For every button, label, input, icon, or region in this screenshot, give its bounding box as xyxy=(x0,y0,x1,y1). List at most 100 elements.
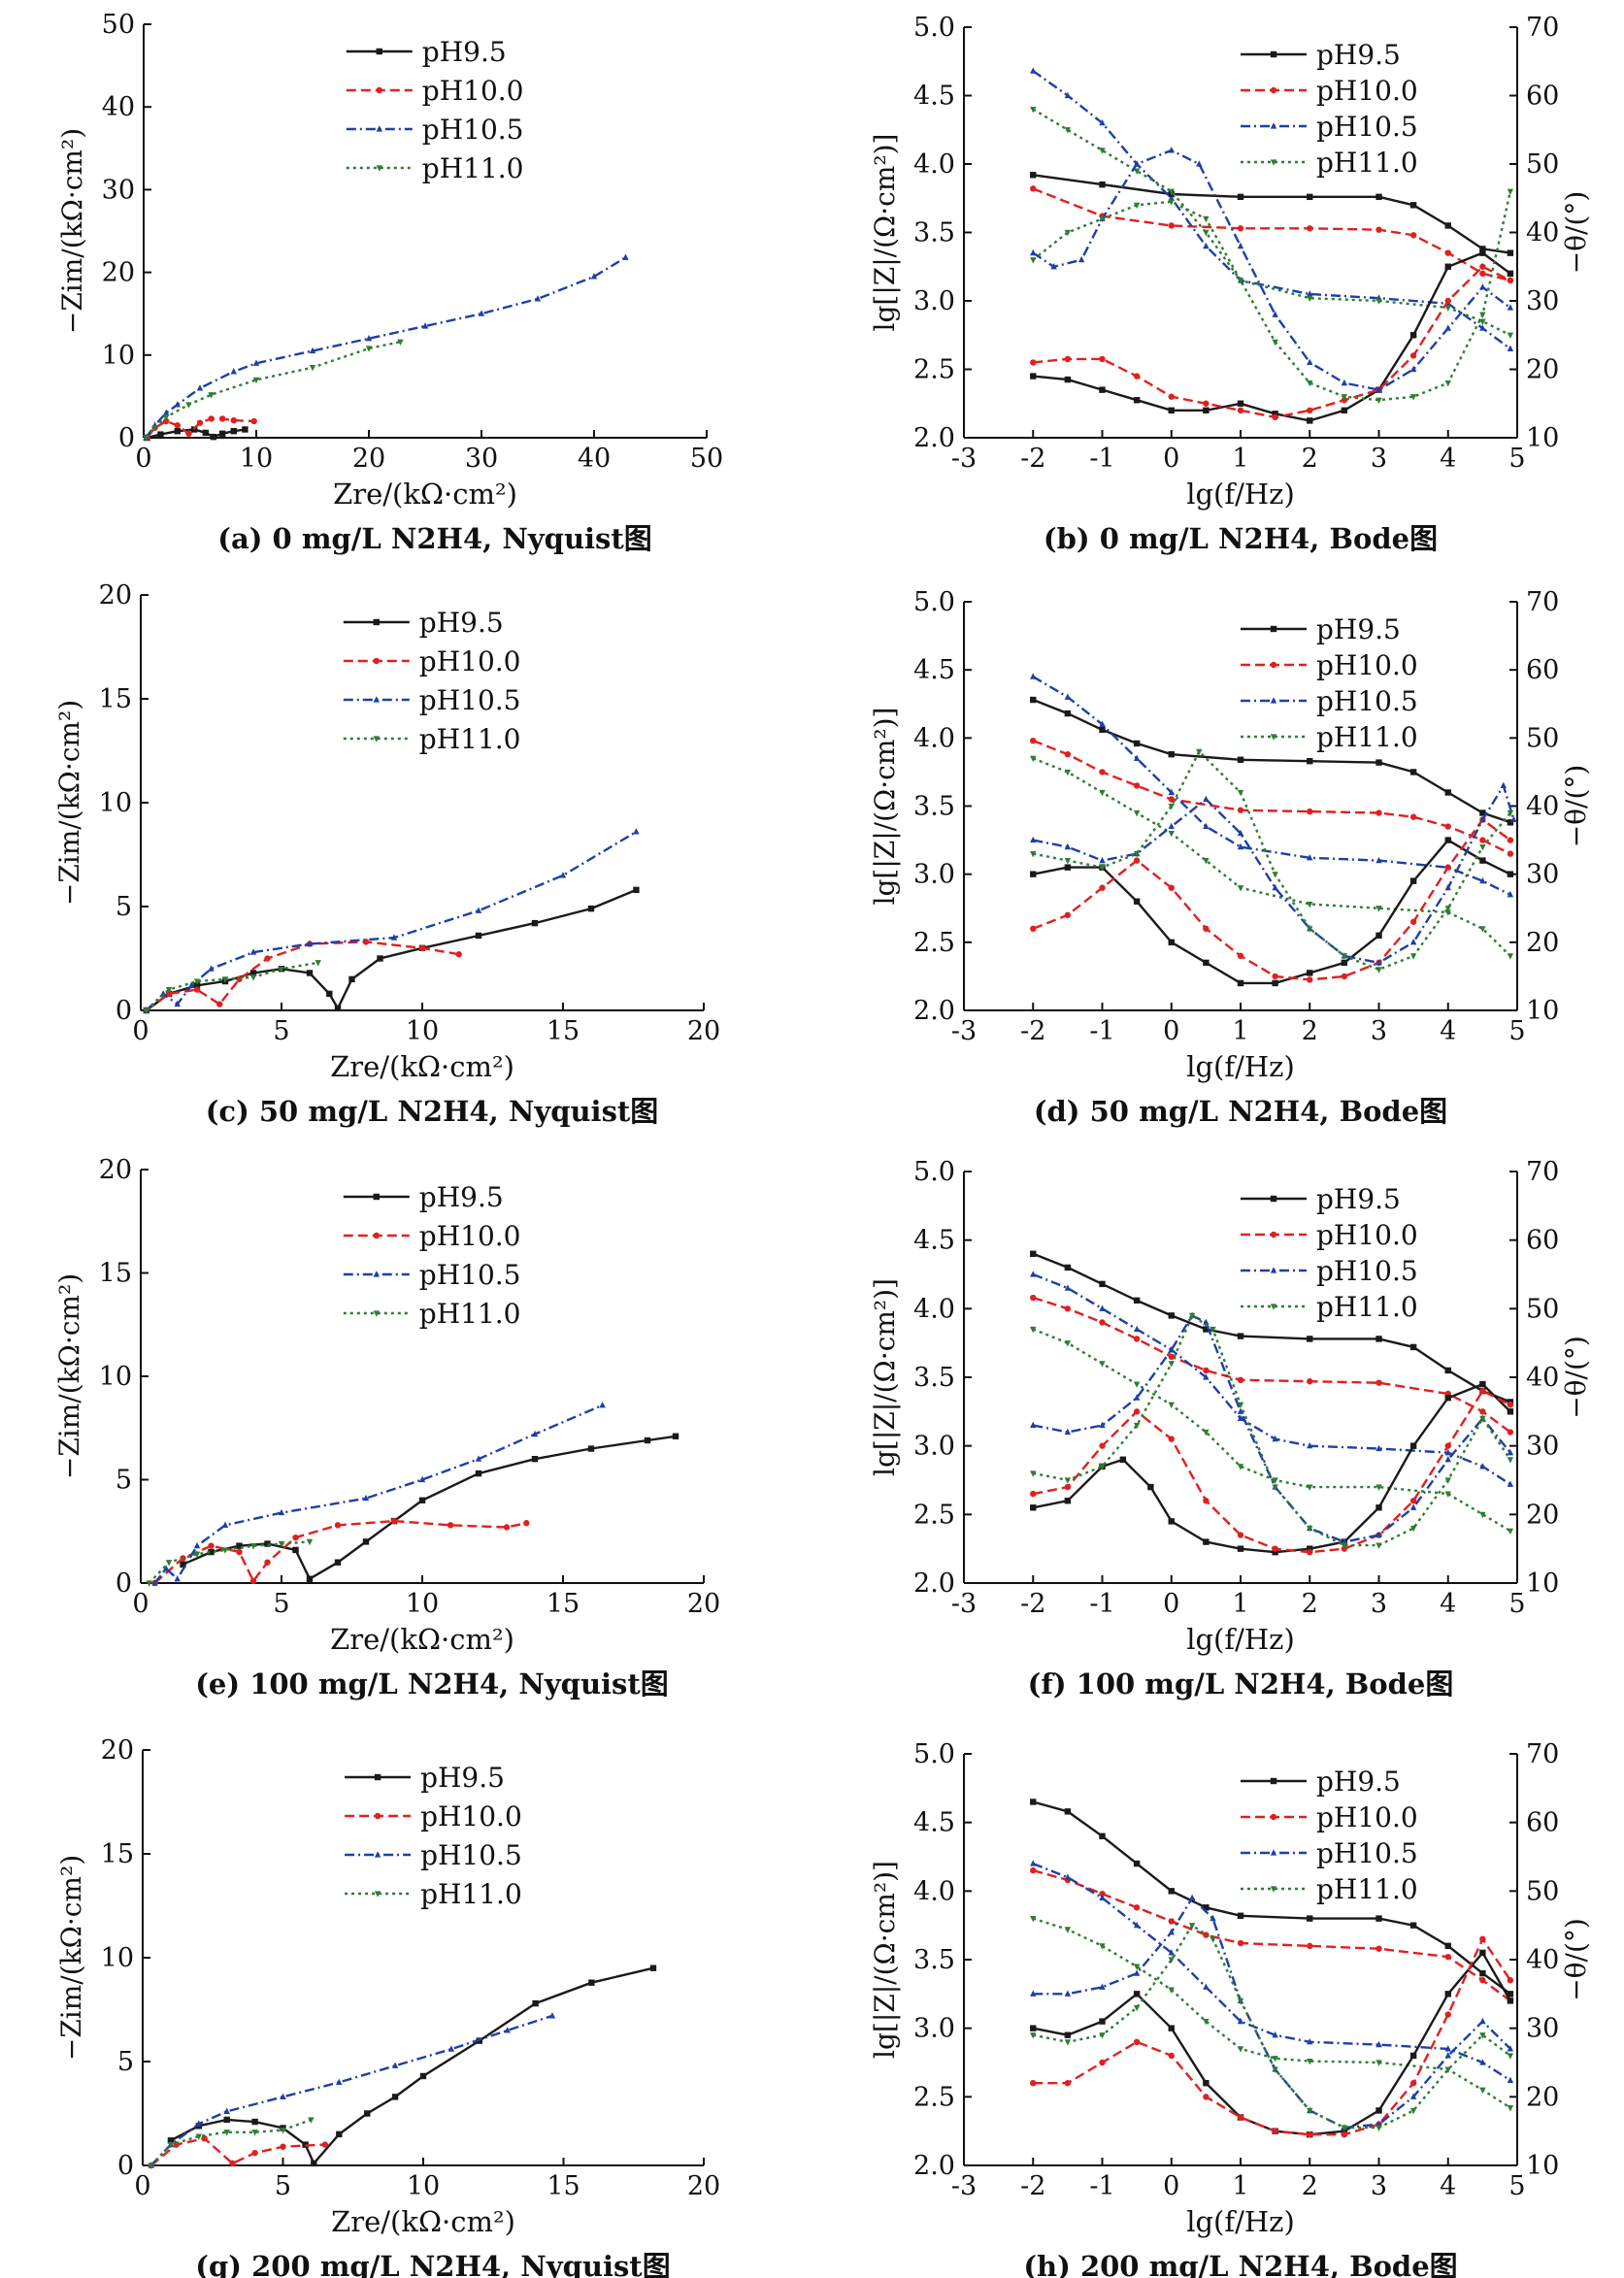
phase-series-pH11.0 xyxy=(1030,1923,1514,2131)
y-tick-label: 15 xyxy=(99,684,132,714)
phase-point-pH9.5 xyxy=(1272,1549,1278,1556)
nyquist-point-pH9.5 xyxy=(334,1559,342,1566)
modulus-point-pH9.5 xyxy=(1237,1912,1244,1919)
modulus-point-pH9.5 xyxy=(1409,769,1417,776)
phase-point-pH10.0 xyxy=(1030,925,1037,932)
y2-tick-label: 50 xyxy=(1526,723,1559,753)
phase-series-pH10.5 xyxy=(1030,147,1514,393)
phase-point-pH10.0 xyxy=(1064,911,1072,918)
modulus-point-pH11.0 xyxy=(1064,769,1072,776)
modulus-point-pH9.5 xyxy=(1099,1832,1106,1839)
nyquist-point-pH9.5 xyxy=(230,427,237,435)
modulus-point-pH9.5 xyxy=(1507,249,1514,256)
y2-tick-label: 10 xyxy=(1526,1568,1559,1599)
modulus-point-pH10.0 xyxy=(1307,225,1313,232)
panel-g: 0 5 10 15 20 0 5 10 15 20 Zre/(kΩ·cm²) −Zim/(kΩ·cm²… xyxy=(55,1735,720,2278)
modulus-point-pH10.5 xyxy=(1479,876,1486,884)
nyquist-point-pH10.5 xyxy=(475,1455,482,1462)
phase-point-pH9.5 xyxy=(1237,400,1244,407)
nyquist-point-pH11.0 xyxy=(365,346,373,352)
nyquist-point-pH9.5 xyxy=(208,1548,215,1556)
modulus-point-pH11.0 xyxy=(1237,885,1244,892)
y2-tick-label: 70 xyxy=(1526,587,1559,617)
modulus-point-pH10.0 xyxy=(1444,823,1451,830)
phase-point-pH10.0 xyxy=(1203,400,1210,407)
phase-point-pH10.5 xyxy=(1168,147,1175,153)
legend-marker-pH11.0 xyxy=(376,165,382,172)
y-tick-label: 3.5 xyxy=(913,1363,955,1393)
modulus-point-pH11.0 xyxy=(1030,755,1037,763)
x-tick-label: 1 xyxy=(1232,2171,1248,2201)
modulus-point-pH10.0 xyxy=(1168,222,1175,229)
phase-point-pH11.0 xyxy=(1444,906,1451,912)
legend-marker-pH9.5 xyxy=(373,1193,380,1201)
legend-marker-pH10.5 xyxy=(373,1271,380,1277)
x-tick-label: 4 xyxy=(1440,444,1456,474)
modulus-point-pH11.0 xyxy=(1507,1528,1514,1535)
legend-marker-pH10.5 xyxy=(374,1851,381,1858)
y-tick-label: 20 xyxy=(99,580,132,611)
nyquist-point-pH11.0 xyxy=(308,2117,315,2124)
y2-tick-label: 20 xyxy=(1526,2082,1559,2112)
y2-tick-label: 30 xyxy=(1526,1432,1559,1462)
phase-point-pH10.0 xyxy=(1409,352,1417,359)
phase-line-pH10.0 xyxy=(1033,1936,1511,2136)
nyquist-point-pH10.5 xyxy=(174,401,181,408)
modulus-point-pH10.5 xyxy=(1099,1304,1106,1311)
x-tick-label: 1 xyxy=(1232,1016,1248,1046)
modulus-point-pH9.5 xyxy=(1168,1888,1175,1895)
phase-point-pH10.5 xyxy=(1500,781,1507,789)
modulus-point-pH11.0 xyxy=(1479,2087,1486,2095)
phase-series-pH10.0 xyxy=(1030,1935,1514,2138)
modulus-point-pH10.0 xyxy=(1099,769,1106,776)
phase-point-pH9.5 xyxy=(1133,397,1141,404)
modulus-point-pH10.5 xyxy=(1507,345,1514,351)
y-tick-label: 5 xyxy=(117,2047,134,2077)
nyquist-point-pH9.5 xyxy=(377,955,383,962)
nyquist-point-pH11.0 xyxy=(148,2162,154,2169)
x-tick-label: 5 xyxy=(275,2171,291,2201)
y-tick-label: 5.0 xyxy=(913,1739,955,1769)
phase-point-pH9.5 xyxy=(1479,1380,1486,1388)
nyquist-point-pH9.5 xyxy=(672,1433,679,1439)
nyquist-point-pH9.5 xyxy=(644,1436,651,1444)
phase-point-pH9.5 xyxy=(1409,1442,1417,1449)
y-tick-label: 3.0 xyxy=(913,860,955,890)
modulus-point-pH10.5 xyxy=(1030,1860,1037,1866)
modulus-point-pH10.5 xyxy=(1307,854,1313,861)
modulus-point-pH11.0 xyxy=(1307,1484,1313,1491)
phase-point-pH10.5 xyxy=(1272,311,1278,317)
phase-point-pH11.0 xyxy=(1272,339,1278,347)
phase-point-pH11.0 xyxy=(1030,1470,1037,1477)
modulus-point-pH11.0 xyxy=(1307,2058,1313,2065)
x-axis-label: Zre/(kΩ·cm²) xyxy=(333,478,517,511)
modulus-point-pH10.5 xyxy=(1479,324,1486,331)
phase-point-pH9.5 xyxy=(1168,407,1175,413)
y-tick-label: 40 xyxy=(102,92,135,122)
modulus-point-pH10.5 xyxy=(1030,1271,1037,1277)
phase-point-pH11.0 xyxy=(1507,809,1514,817)
modulus-point-pH10.5 xyxy=(1203,1983,1210,1990)
panel-caption: (b) 0 mg/L N2H4, Bode图 xyxy=(1044,522,1438,555)
y-tick-label: 2.0 xyxy=(913,1568,955,1599)
phase-point-pH10.5 xyxy=(1479,2017,1486,2025)
nyquist-point-pH11.0 xyxy=(165,987,173,994)
legend-marker-pH10.0 xyxy=(1270,1813,1277,1821)
legend-label-pH10.0: pH10.0 xyxy=(419,1220,521,1252)
y2-tick-label: 40 xyxy=(1526,218,1559,248)
x-tick-label: 15 xyxy=(547,2171,580,2201)
modulus-point-pH10.5 xyxy=(1099,720,1106,727)
nyquist-point-pH10.0 xyxy=(455,951,462,958)
phase-series-pH9.5 xyxy=(1030,1949,1514,2138)
phase-point-pH10.5 xyxy=(1188,1894,1196,1900)
modulus-point-pH11.0 xyxy=(1133,1964,1141,1970)
nyquist-point-pH9.5 xyxy=(587,905,595,912)
modulus-line-pH10.5 xyxy=(1032,1862,1511,2082)
nyquist-point-pH10.0 xyxy=(208,415,215,422)
modulus-point-pH10.0 xyxy=(1409,232,1417,239)
nyquist-point-pH9.5 xyxy=(588,1979,595,1986)
legend-marker-pH10.0 xyxy=(373,1232,380,1239)
